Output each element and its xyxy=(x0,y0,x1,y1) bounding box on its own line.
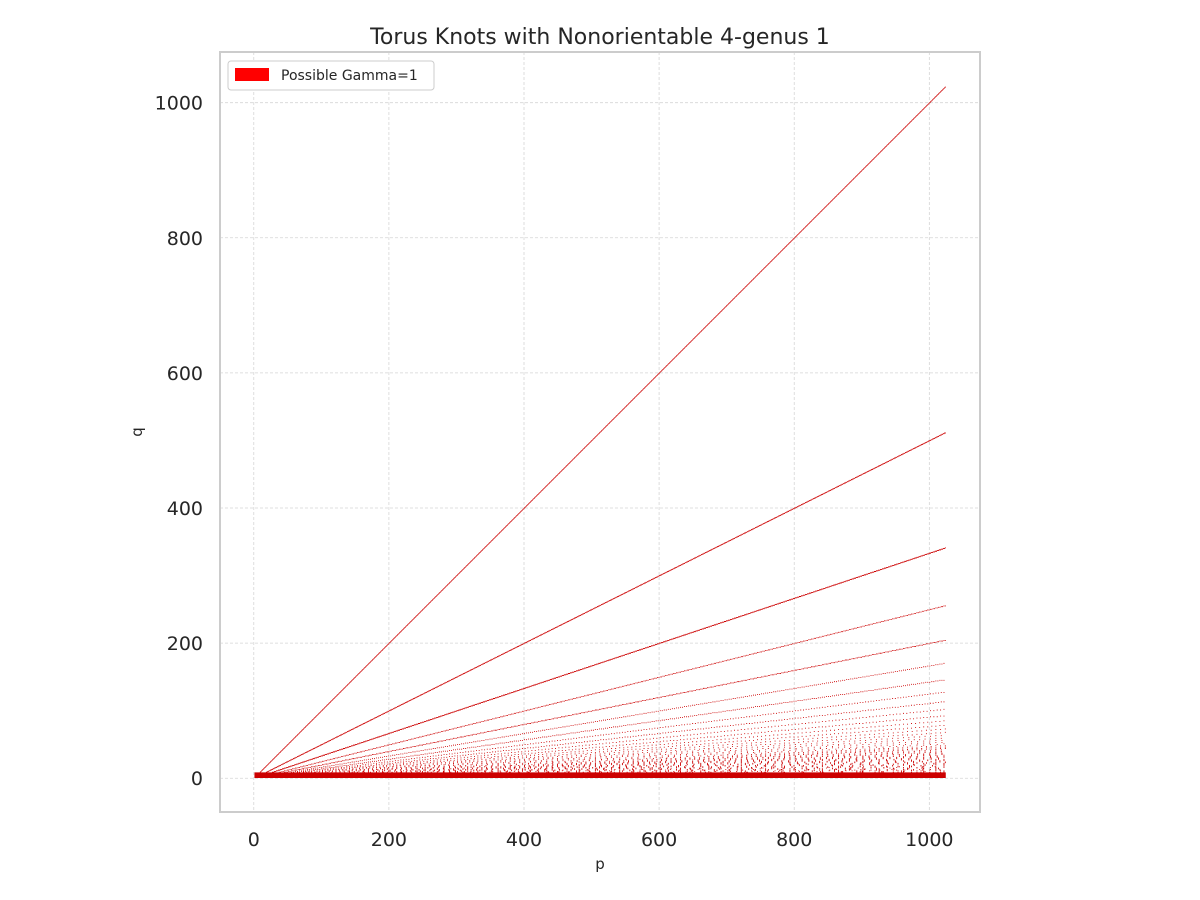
x-tick-labels: 0 200 400 600 800 1000 xyxy=(248,829,954,851)
y-tick-labels: 0 200 400 600 800 1000 xyxy=(155,93,203,791)
x-tick-label: 200 xyxy=(371,829,407,851)
y-tick-label: 800 xyxy=(167,228,203,250)
series-marks xyxy=(254,86,946,778)
x-tick-label: 0 xyxy=(248,829,260,851)
y-tick-label: 0 xyxy=(191,768,203,790)
legend-box xyxy=(227,60,435,91)
y-tick-label: 600 xyxy=(167,363,203,385)
plot-frame xyxy=(219,51,981,813)
x-tick-label: 800 xyxy=(776,829,812,851)
series-points xyxy=(254,86,946,778)
legend-swatch xyxy=(235,68,269,81)
legend-label: Possible Gamma=1 xyxy=(281,68,418,84)
y-axis-label: q xyxy=(128,427,146,437)
x-tick-label: 400 xyxy=(506,829,542,851)
y-tick-label: 1000 xyxy=(155,93,203,115)
x-tick-label: 600 xyxy=(641,829,677,851)
x-tick-label: 1000 xyxy=(905,829,953,851)
x-axis-label: p xyxy=(595,855,605,873)
y-tick-label: 400 xyxy=(167,498,203,520)
chart-title: Torus Knots with Nonorientable 4-genus 1 xyxy=(369,25,830,50)
grid xyxy=(220,52,980,812)
y-tick-label: 200 xyxy=(167,633,203,655)
legend: Possible Gamma=1 xyxy=(227,60,435,91)
